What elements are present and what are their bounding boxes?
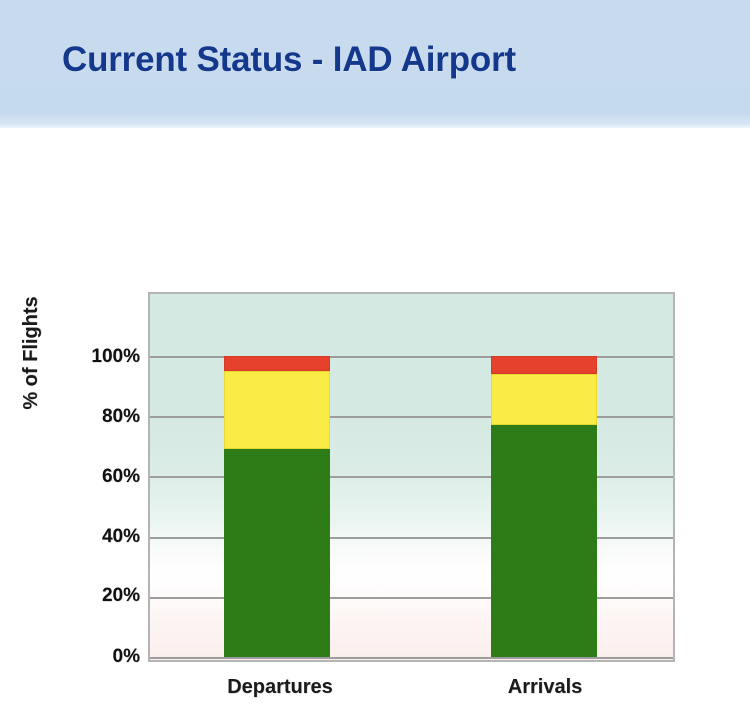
x-tick-label-departures: Departures	[227, 676, 333, 698]
bar-segment-arrivals-delayed[interactable]	[491, 374, 597, 426]
plot-inner	[150, 294, 673, 660]
plot-area	[148, 292, 675, 662]
y-tick-label-100: 100%	[91, 346, 140, 367]
y-tick-label-20: 20%	[101, 585, 140, 606]
y-axis-title: % of Flights	[20, 296, 42, 410]
gridline-100	[150, 356, 673, 358]
page-title: Current Status - IAD Airport	[62, 40, 516, 79]
title-band: Current Status - IAD Airport	[0, 0, 750, 128]
bar-segment-arrivals-on-time[interactable]	[491, 425, 597, 657]
bar-segment-arrivals-cancelled[interactable]	[491, 356, 597, 375]
y-tick-label-80: 80%	[101, 406, 140, 427]
chart-container: % of Flights 0% 20% 40% 60% 80% 100% Dep…	[0, 128, 750, 698]
y-axis-tick-labels: 0% 20% 40% 60% 80% 100%	[52, 128, 140, 723]
bar-segment-departures-on-time[interactable]	[224, 449, 330, 657]
bar-arrivals[interactable]	[491, 356, 597, 657]
gridline-60	[150, 476, 673, 479]
bar-segment-departures-cancelled[interactable]	[224, 356, 330, 372]
gridline-40	[150, 536, 673, 539]
gridline-80	[150, 416, 673, 419]
y-tick-label-40: 40%	[101, 526, 140, 547]
bar-departures[interactable]	[224, 356, 330, 657]
y-tick-label-0: 0%	[112, 646, 140, 667]
x-tick-label-arrivals: Arrivals	[507, 676, 583, 698]
bar-segment-departures-delayed[interactable]	[224, 371, 330, 450]
gridline-0	[150, 657, 673, 659]
slide-canvas: Current Status - IAD Airport % of Flight…	[0, 0, 750, 698]
y-tick-label-60: 60%	[101, 466, 140, 487]
